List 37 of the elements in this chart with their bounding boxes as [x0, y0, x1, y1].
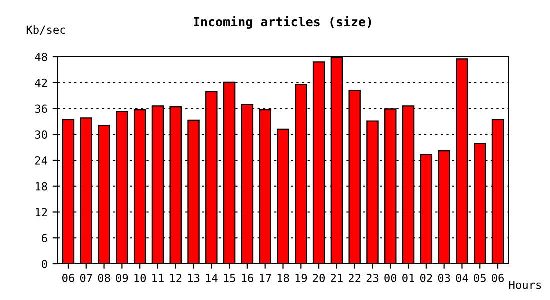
y-tick-label: 12	[36, 208, 48, 216]
x-tick-label: 04	[456, 274, 468, 282]
x-tick-label: 02	[420, 274, 432, 282]
x-tick-label: 00	[384, 274, 397, 282]
y-tick-label: 24	[35, 156, 48, 165]
x-tick-label: 20	[313, 274, 326, 282]
x-tick-label: 19	[296, 274, 308, 282]
y-tick-label: 6	[42, 234, 48, 243]
x-tick-label: 06	[62, 274, 74, 282]
x-tick-label: 17	[260, 274, 272, 282]
x-tick-label: 10	[134, 274, 146, 282]
x-tick-label: 18	[278, 274, 290, 282]
chart-title: Incoming articles (size)	[194, 16, 372, 30]
y-axis-title: Kb/sec	[26, 26, 66, 36]
x-tick-label: 11	[152, 274, 164, 282]
x-tick-label: 05	[474, 274, 486, 282]
y-tick-label: 18	[36, 182, 48, 191]
x-tick-label: 23	[366, 274, 379, 282]
x-tick-label: 22	[348, 274, 361, 282]
x-tick-label: 12	[170, 274, 182, 282]
x-tick-label: 09	[116, 274, 128, 282]
x-tick-label: 14	[206, 274, 218, 282]
y-tick-label: 0	[42, 260, 48, 268]
y-tick-label: 48	[35, 53, 48, 62]
x-tick-label: 03	[438, 274, 450, 282]
x-tick-label: 01	[402, 274, 414, 282]
x-tick-label: 13	[188, 274, 200, 282]
y-tick-label: 36	[35, 104, 48, 114]
x-tick-label: 08	[98, 274, 110, 282]
x-tick-label: 06	[492, 274, 504, 282]
x-tick-label: 07	[80, 274, 92, 282]
y-tick-label: 42	[35, 78, 48, 88]
x-tick-label: 16	[242, 274, 254, 282]
y-tick-label: 30	[35, 130, 48, 140]
x-tick-label: 15	[224, 274, 236, 282]
x-axis-title: Hours	[509, 280, 542, 290]
x-tick-label: 21	[331, 274, 343, 282]
